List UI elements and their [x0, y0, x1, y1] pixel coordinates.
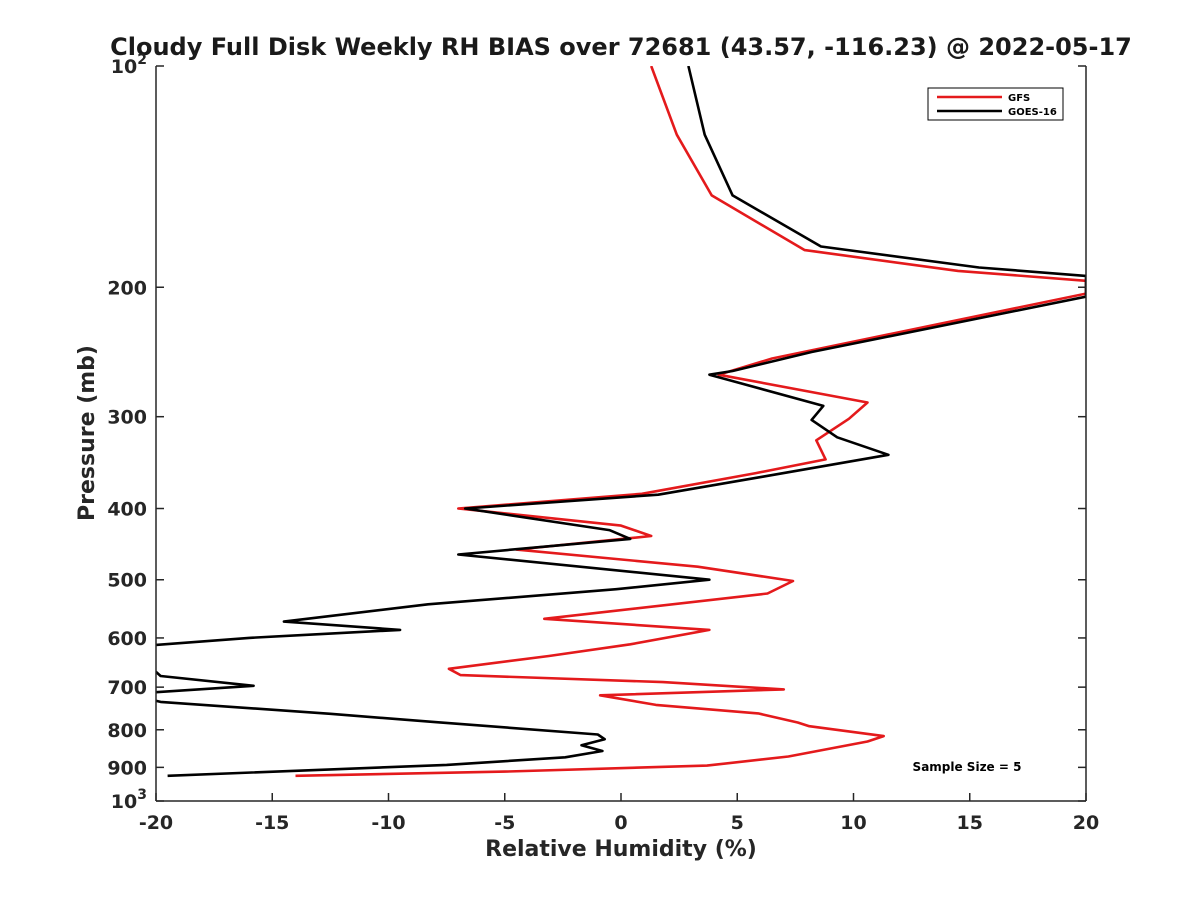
legend-box: [927, 87, 1064, 121]
x-tick-label: -20: [139, 812, 173, 834]
y-tick-label: 800: [107, 720, 147, 742]
y-ticks: 102 200 300 400 500 600 700 800 900 103: [107, 52, 1086, 813]
y-tick-label: 102: [111, 52, 147, 78]
y-tick-label: 103: [111, 787, 147, 813]
x-tick-label: 15: [957, 812, 983, 834]
y-tick-label: 700: [107, 677, 147, 699]
axes: [155, 66, 1087, 802]
legend: GFS GOES-16: [927, 87, 1064, 121]
y-tick-label: 500: [107, 570, 147, 592]
series-layer: [156, 66, 1086, 778]
y-tick-label: 900: [107, 757, 147, 779]
chart-title: Cloudy Full Disk Weekly RH BIAS over 726…: [110, 33, 1132, 61]
legend-label-goes16: GOES-16: [1008, 107, 1057, 118]
y-tick-label: 200: [107, 277, 147, 299]
x-tick-label: 5: [731, 812, 744, 834]
x-tick-label: 10: [840, 812, 866, 834]
legend-label-gfs: GFS: [1008, 93, 1030, 104]
y-axis-label: Pressure (mb): [75, 345, 100, 521]
x-tick-label: 20: [1073, 812, 1099, 834]
series-line-gfs: [295, 66, 1086, 778]
sample-size-annotation: Sample Size = 5: [913, 760, 1022, 774]
x-tick-label: 0: [614, 812, 627, 834]
y-tick-label: 300: [107, 407, 147, 429]
x-axis-label: Relative Humidity (%): [485, 837, 757, 862]
x-ticks: -20 -15 -10 -5 0 5 10 15 20: [139, 793, 1099, 834]
x-tick-label: -5: [494, 812, 515, 834]
x-tick-label: -10: [371, 812, 405, 834]
x-tick-label: -15: [255, 812, 289, 834]
y-tick-label: 400: [107, 499, 147, 521]
y-tick-label: 600: [107, 628, 147, 650]
series-line-goes16: [156, 66, 1086, 778]
